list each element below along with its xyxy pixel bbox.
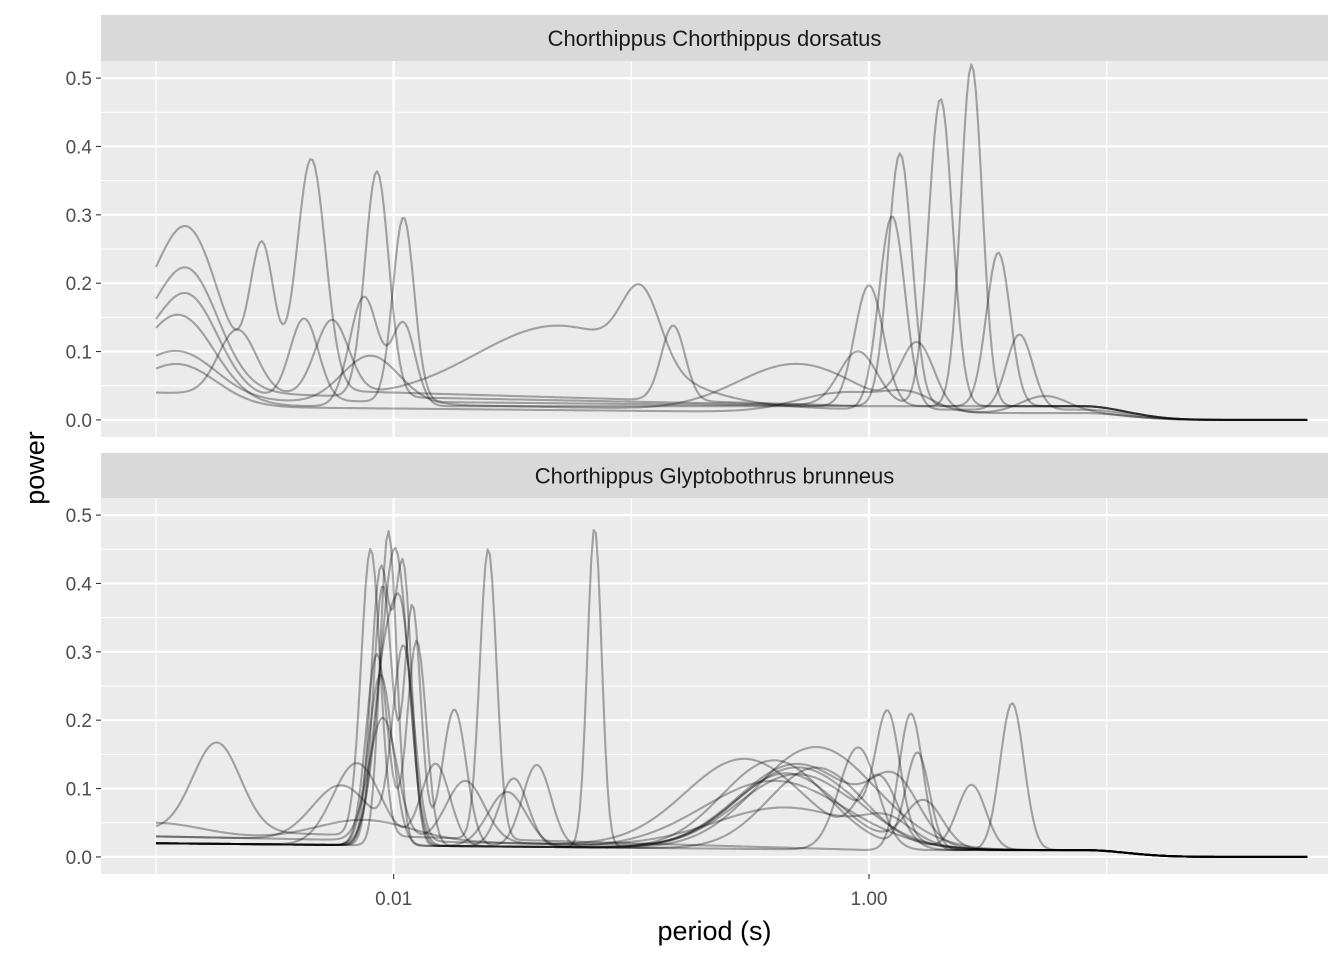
facet-strip: [101, 15, 1328, 61]
y-tick-label: 0.0: [66, 411, 92, 432]
facet-strip: [101, 453, 1328, 498]
series-line: [155, 592, 1308, 858]
series-line: [155, 340, 1308, 421]
series-line: [156, 215, 1308, 421]
series-line: [155, 546, 1308, 858]
y-axis-title: power: [20, 431, 50, 505]
y-tick-label: 0.5: [66, 69, 92, 90]
y-tick-label: 0.4: [66, 137, 93, 158]
series-line: [155, 557, 1308, 858]
y-tick-label: 0.2: [66, 711, 92, 732]
series-line: [155, 762, 1308, 858]
facet-strip-title: Chorthippus Glyptobothrus brunneus: [535, 464, 895, 489]
y-tick-label: 0.3: [66, 206, 92, 227]
series-line: [155, 674, 1308, 858]
y-tick-label: 0.4: [66, 574, 93, 595]
series-line: [155, 529, 1308, 858]
y-tick-label: 0.3: [66, 643, 92, 664]
series-line: [155, 152, 1308, 421]
series-line: [155, 586, 1308, 858]
series-line: [155, 547, 1308, 858]
y-tick-label: 0.1: [66, 780, 92, 801]
series-line: [155, 806, 1308, 858]
x-tick-label: 0.01: [375, 889, 412, 910]
facet-strip-title: Chorthippus Chorthippus dorsatus: [548, 26, 882, 51]
series-line: [156, 644, 1308, 858]
y-tick-label: 0.1: [66, 343, 92, 364]
series-line: [155, 98, 1308, 421]
y-tick-label: 0.5: [66, 506, 92, 527]
y-tick-label: 0.0: [66, 848, 92, 869]
y-tick-label: 0.2: [66, 274, 92, 295]
series-line: [155, 63, 1308, 421]
x-tick-label: 1.00: [851, 889, 888, 910]
series-line: [156, 716, 1308, 858]
series-line: [155, 251, 1308, 421]
x-axis-title: period (s): [657, 916, 771, 946]
series-line: [155, 639, 1308, 858]
series-line: [155, 362, 1308, 421]
